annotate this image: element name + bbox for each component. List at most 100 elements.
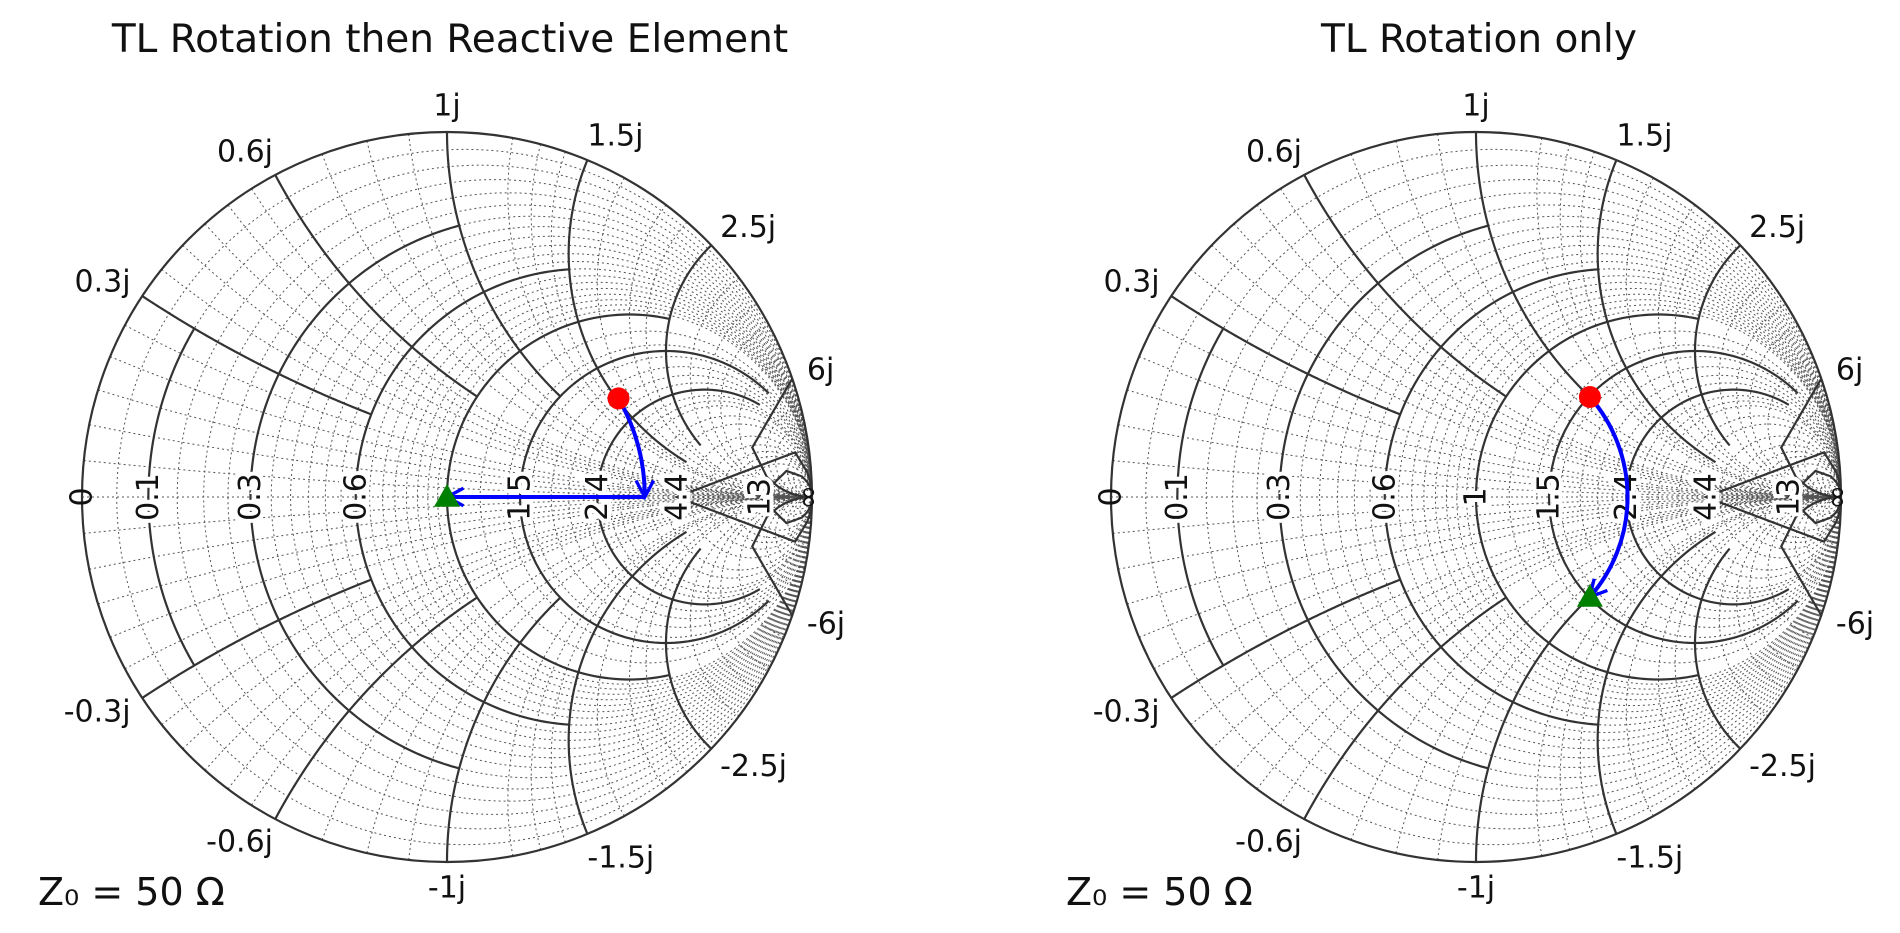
reactance-label: 2.5j [1749,210,1805,245]
minor-reactance-arc [645,221,811,498]
minor-reactance-arc [1350,496,1840,841]
transform-path [1590,395,1630,597]
path-segment-tl-rotation [616,397,645,497]
resistance-label: ∞ [1820,485,1855,510]
reactance-label: -2.5j [1749,749,1816,784]
z0-annotation: Z₀ = 50 Ω [38,870,225,914]
minor-reactance-arc [707,496,811,691]
minor-reactance-arc [408,496,811,861]
minor-resistance-circle [1759,455,1841,539]
resistance-label: 0.6 [338,473,373,521]
resistance-label: 0.6 [1367,473,1402,521]
reactance-label: -1.5j [587,840,654,875]
minor-reactance-arc [1126,389,1840,498]
minor-reactance-arc [793,460,811,498]
minor-reactance-arc [507,496,811,857]
minor-reactance-arc [765,496,811,588]
minor-reactance-arc [1437,496,1840,861]
minor-resistance-circle [1678,415,1841,579]
minor-resistance-circle [405,293,812,701]
reactance-arc [141,578,372,699]
minor-reactance-arc [1816,448,1840,498]
reactance-arc [1474,596,1591,862]
minor-resistance-circle [1597,374,1841,620]
minor-reactance-arc [1816,496,1840,546]
minor-reactance-arc [1736,496,1840,691]
minor-reactance-arc [1794,406,1840,498]
grid-lines [1111,132,1841,862]
smith-chart-panel-right: TL Rotation only 0 0.1 0.3 0.6 1 1.5 2.4 4.4 13 ∞… [1066,17,1874,914]
minor-reactance-arc [1536,496,1840,857]
smith-grid [80,130,814,864]
reactance-label: 0.6j [1246,135,1302,170]
reactance-arc [1170,295,1401,416]
minor-resistance-circle [1648,400,1841,594]
z0-annotation: Z₀ = 50 Ω [1066,870,1253,914]
outer-boundary [1109,130,1843,864]
resistance-circle [249,224,460,770]
minor-reactance-arc [161,496,811,726]
minor-resistance-circle [1145,148,1841,846]
minor-reactance-arc [1126,496,1840,605]
smith-grid [1109,130,1843,864]
minor-resistance-circle [1612,382,1841,612]
reactance-arc [445,132,562,398]
minor-reactance-arc [366,140,811,498]
minor-reactance-arc [1718,277,1840,498]
end-point-marker [434,484,460,507]
minor-reactance-arc [1280,188,1840,498]
minor-reactance-arc [227,496,811,790]
minor-reactance-arc [89,424,811,498]
reactance-arc [274,174,478,398]
reactance-label: 0.6j [217,135,273,170]
minor-resistance-circle [1658,405,1841,589]
reactance-label: 6j [807,353,834,388]
minor-reactance-arc [530,496,811,850]
minor-reactance-arc [1749,324,1840,498]
reactance-arc [1170,578,1401,699]
path-segment-tl-rotation [1590,395,1630,597]
minor-reactance-arc [720,324,811,498]
minor-reactance-arc [182,496,811,750]
resistance-label: 0 [65,487,100,506]
chart-title: TL Rotation then Reactive Element [111,17,788,62]
minor-reactance-arc [1211,496,1840,750]
minor-reactance-arc [1674,496,1840,773]
minor-resistance-circle [730,455,812,539]
reactance-arc [567,530,688,835]
resistance-label: 0.3 [1262,473,1297,521]
reactance-label: 6j [1836,353,1863,388]
resistance-label: 0.1 [1160,473,1195,521]
reactance-arc [1596,530,1717,835]
minor-reactance-arc [530,144,811,498]
resistance-circle [1176,327,1225,667]
reactance-label: -0.3j [64,695,131,730]
reactance-arc [1303,174,1507,398]
minor-resistance-circle [1736,444,1841,550]
minor-resistance-circle [507,344,812,650]
resistance-label: 0.1 [131,473,166,521]
reactance-label: -1j [1457,871,1495,906]
reactance-arc [1303,596,1507,820]
minor-reactance-arc [1280,496,1840,806]
minor-reactance-arc [550,151,811,498]
resistance-label: 13 [742,478,777,516]
minor-reactance-arc [689,277,811,498]
minor-reactance-arc [182,244,811,498]
minor-reactance-arc [1112,460,1840,498]
minor-reactance-arc [1559,144,1840,498]
minor-resistance-circle [147,164,812,830]
minor-reactance-arc [765,406,811,498]
grid-lines [82,132,812,862]
minor-reactance-arc [793,496,811,534]
reactance-label: -0.6j [1235,825,1302,860]
minor-resistance-circle [1456,304,1841,690]
reactance-label: -6j [1836,606,1874,641]
minor-resistance-circle [797,489,812,505]
reactance-label: -0.3j [1093,695,1160,730]
minor-reactance-arc [1190,496,1840,726]
minor-reactance-arc [1822,496,1840,534]
minor-reactance-arc [1718,496,1840,717]
minor-reactance-arc [321,153,811,498]
resistance-circle [1474,313,1699,681]
